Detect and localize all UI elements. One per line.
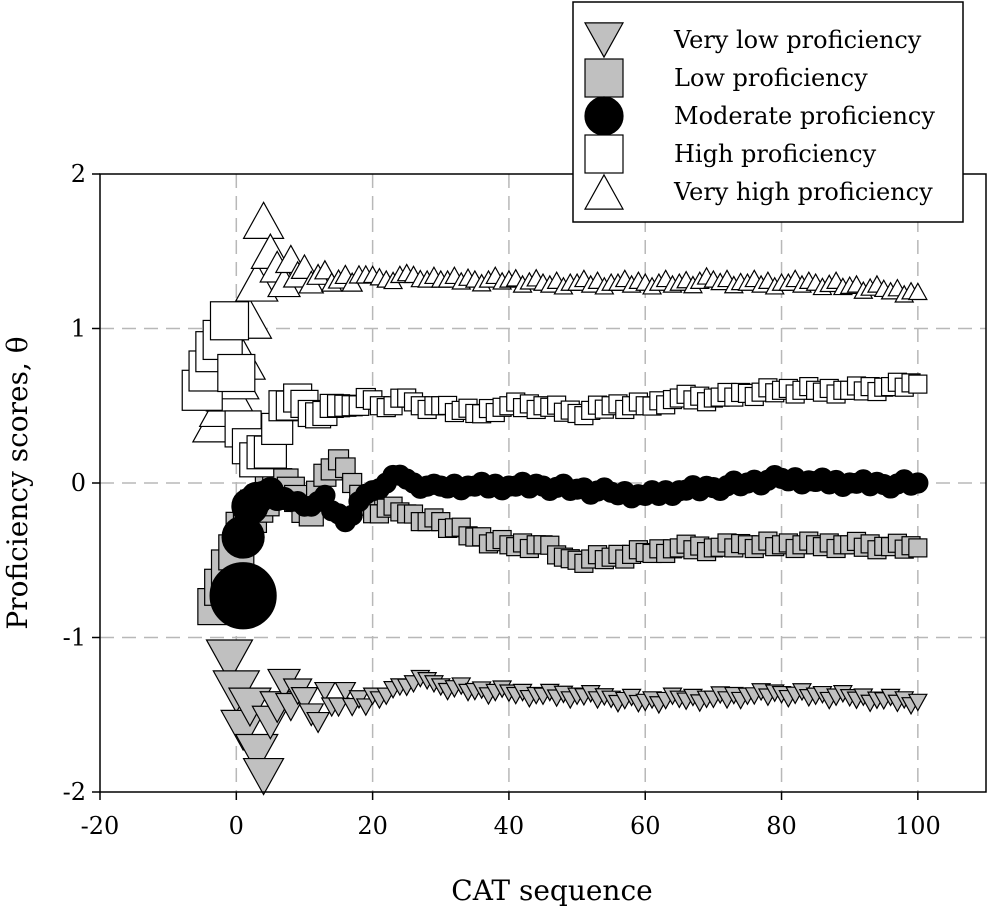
high-proficiency-point [909,375,927,393]
chart-root: -2 -1 0 1 2 -20 0 20 40 60 80 100 CAT sequence Prof… [0,0,989,913]
scatter-chart: -2 -1 0 1 2 -20 0 20 40 60 80 100 CAT sequence Prof… [0,0,989,913]
y-tick-label: 1 [71,315,86,343]
x-tick-label: 80 [766,812,797,840]
legend-label: Moderate proficiency [674,102,935,130]
moderate-proficiency-point [908,473,928,493]
very-low-proficiency-point [244,759,284,795]
x-tick-label: 40 [494,812,525,840]
x-tick-label: 20 [357,812,388,840]
x-tick-label: 0 [229,812,244,840]
y-tick-label: -1 [63,624,86,652]
legend-label: Very high proficiency [673,178,933,206]
x-tick-label: -20 [81,812,120,840]
high-proficiency-point [218,354,255,391]
moderate-proficiency-point [210,563,276,629]
y-tick-label: 2 [71,160,86,188]
legend-label: Low proficiency [674,64,868,92]
x-tick-label: 100 [895,812,941,840]
y-axis-title: Proficiency scores, θ [1,336,34,629]
moderate-proficiency-legend-marker [585,97,623,135]
series-0 [206,640,926,795]
very-high-proficiency-point [244,202,284,238]
x-tick-label: 60 [630,812,661,840]
y-tick-label: 0 [71,469,86,497]
legend: Very low proficiency Low proficiency Moder… [573,2,963,222]
high-proficiency-legend-marker [585,135,623,173]
plot-layer [182,202,928,794]
legend-label: High proficiency [674,140,877,168]
low-proficiency-legend-marker [585,59,623,97]
high-proficiency-point [210,302,248,340]
x-axis-title: CAT sequence [451,874,652,907]
low-proficiency-point [909,539,927,557]
legend-label: Very low proficiency [673,26,922,54]
y-tick-label: -2 [63,778,86,806]
